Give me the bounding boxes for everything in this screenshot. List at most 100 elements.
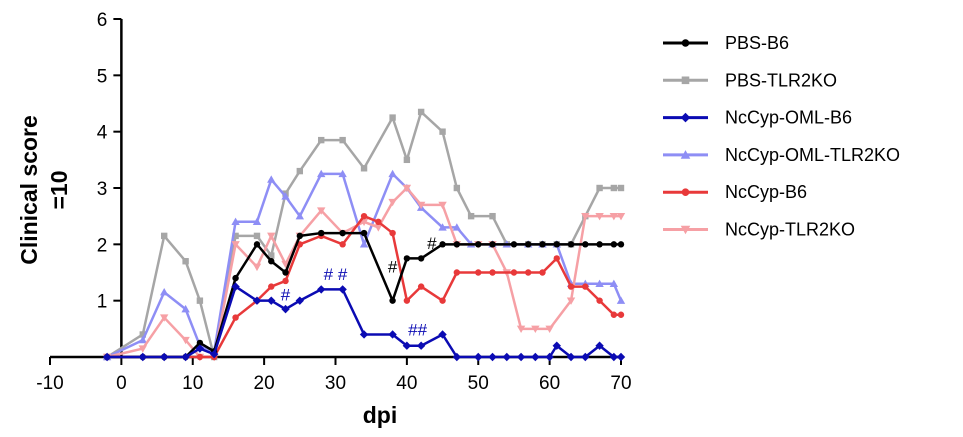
legend-item: NcCyp-TLR2KO xyxy=(663,220,855,240)
data-point xyxy=(581,212,590,221)
x-tick-label: 70 xyxy=(610,373,631,394)
legend-label: NcCyp-OML-TLR2KO xyxy=(725,145,900,165)
significance-marker: # # xyxy=(324,265,348,284)
data-point xyxy=(360,229,368,237)
legend-marker xyxy=(681,188,690,196)
data-point xyxy=(231,217,240,225)
data-point xyxy=(552,341,561,350)
x-tick-label: 20 xyxy=(254,373,275,394)
legend-label: PBS-B6 xyxy=(725,33,789,53)
data-point xyxy=(416,341,426,350)
data-point xyxy=(375,218,382,225)
data-point xyxy=(617,184,625,192)
legend: PBS-B6 PBS-TLR2KO NcCyp-OML-B6 NcCyp-OML-TL… xyxy=(663,33,900,240)
data-point xyxy=(439,297,446,304)
data-point xyxy=(232,314,239,321)
legend-label: PBS-TLR2KO xyxy=(725,70,837,90)
data-point xyxy=(439,241,446,248)
data-point xyxy=(553,241,560,248)
data-point xyxy=(268,283,275,290)
data-point xyxy=(402,184,412,193)
data-point xyxy=(610,311,618,318)
x-tick-label: 60 xyxy=(539,373,560,394)
data-point xyxy=(617,241,625,248)
data-point xyxy=(539,241,546,248)
data-point xyxy=(510,241,518,248)
data-point xyxy=(359,330,369,339)
data-point xyxy=(138,352,147,362)
legend-label: NcCyp-TLR2KO xyxy=(725,220,855,240)
legend-marker xyxy=(680,225,691,235)
data-point xyxy=(231,241,240,249)
significance-marker: # xyxy=(388,258,398,277)
data-point xyxy=(609,279,619,287)
data-point xyxy=(138,335,147,344)
legend-item: NcCyp-OML-B6 xyxy=(663,108,852,128)
data-point xyxy=(388,330,397,339)
data-point xyxy=(566,297,576,305)
data-point xyxy=(267,232,276,241)
data-point xyxy=(502,352,511,362)
x-tick-label: 10 xyxy=(182,373,203,394)
data-point xyxy=(360,212,368,220)
series-layer xyxy=(102,108,626,362)
data-point xyxy=(232,232,239,240)
legend-marker xyxy=(680,150,691,159)
data-point xyxy=(360,165,368,172)
data-point xyxy=(252,296,262,305)
data-point xyxy=(616,352,626,362)
data-point xyxy=(281,260,290,269)
data-point xyxy=(196,297,204,304)
data-point xyxy=(181,352,190,362)
data-point xyxy=(417,255,425,262)
data-point xyxy=(268,252,275,259)
y-tick-label: 1 xyxy=(97,292,108,313)
series-line xyxy=(107,285,621,359)
data-point xyxy=(416,201,426,210)
data-point xyxy=(489,269,496,276)
data-point xyxy=(438,223,447,231)
significance-marker: ## xyxy=(408,321,427,340)
y-tick-label: 3 xyxy=(97,179,108,200)
data-point xyxy=(539,269,546,276)
data-point xyxy=(317,169,326,178)
data-point xyxy=(339,229,346,237)
data-point xyxy=(139,331,146,338)
data-point xyxy=(403,156,411,164)
data-point xyxy=(268,258,275,265)
data-point xyxy=(545,325,554,334)
data-point xyxy=(318,229,325,237)
data-point xyxy=(402,341,412,350)
legend-label: NcCyp-B6 xyxy=(725,182,807,202)
data-point xyxy=(616,212,626,221)
data-point xyxy=(452,352,462,362)
data-point xyxy=(438,201,447,210)
data-point xyxy=(452,223,462,231)
data-point xyxy=(282,269,289,276)
y-tick-label: 6 xyxy=(97,10,108,31)
data-point xyxy=(475,269,482,276)
data-point xyxy=(252,263,262,272)
data-point xyxy=(475,241,482,248)
data-point xyxy=(566,352,576,362)
data-point xyxy=(553,255,560,262)
data-point xyxy=(531,352,540,362)
x-tick-label: 40 xyxy=(396,373,417,394)
data-point xyxy=(610,184,618,192)
data-point xyxy=(581,352,590,362)
legend-marker xyxy=(680,112,691,123)
legend-item: NcCyp-B6 xyxy=(663,182,807,202)
data-point xyxy=(267,175,276,183)
data-point xyxy=(253,241,261,248)
data-point xyxy=(417,283,425,290)
y-tick-label: 2 xyxy=(97,235,108,256)
data-point xyxy=(296,167,304,175)
annotations: ## # #### xyxy=(281,234,437,340)
data-point xyxy=(232,274,239,282)
data-point xyxy=(317,207,326,215)
data-point xyxy=(296,232,304,240)
data-point xyxy=(196,339,204,347)
data-point xyxy=(138,345,147,353)
legend-item: NcCyp-OML-TLR2KO xyxy=(663,145,900,165)
